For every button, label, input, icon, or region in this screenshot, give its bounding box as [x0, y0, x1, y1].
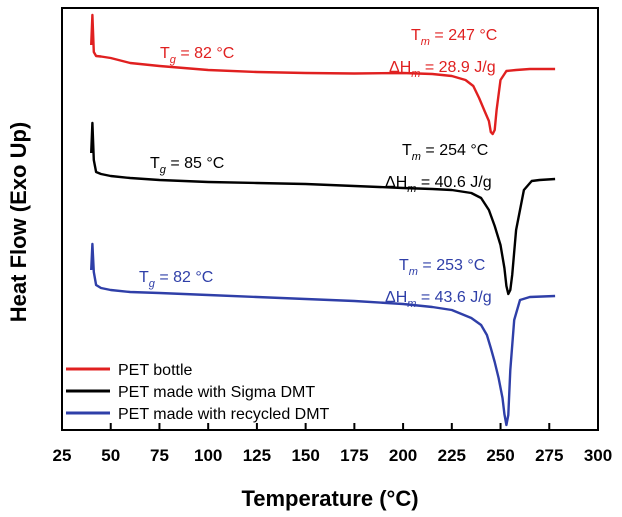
dh-annotation-2: ΔHm = 40.6 J/g — [385, 174, 492, 195]
x-tick-label: 75 — [150, 446, 169, 465]
legend-label-2: PET made with Sigma DMT — [118, 384, 315, 401]
tm-annotation-1: Tm = 247 °C — [411, 27, 497, 48]
tm-annotation-3: Tm = 253 °C — [399, 257, 485, 278]
x-tick-label: 200 — [389, 446, 417, 465]
legend-label-3: PET made with recycled DMT — [118, 406, 330, 423]
x-tick-label: 300 — [584, 446, 612, 465]
x-tick-label: 25 — [53, 446, 72, 465]
x-axis-title: Temperature (°C) — [241, 486, 418, 511]
tg-annotation-3: Tg = 82 °C — [139, 269, 213, 290]
tg-annotation-2: Tg = 85 °C — [150, 155, 224, 176]
series-layer — [90, 13, 556, 427]
x-tick-label: 250 — [486, 446, 514, 465]
plot-frame — [61, 7, 599, 431]
tg-annotation-1: Tg = 82 °C — [160, 45, 234, 66]
legend-label-1: PET bottle — [118, 362, 193, 379]
series-line-3 — [90, 242, 556, 427]
legend: PET bottle PET made with Sigma DMT PET mad… — [66, 362, 330, 423]
x-tick-label: 150 — [291, 446, 319, 465]
plot-area-border — [61, 7, 599, 431]
x-tick-label: 175 — [340, 446, 368, 465]
dh-annotation-1: ΔHm = 28.9 J/g — [389, 59, 496, 80]
y-axis-title: Heat Flow (Exo Up) — [6, 122, 31, 322]
x-axis-tick-labels: 25 50 75 100 125 150 175 200 225 250 275 300 — [53, 446, 613, 465]
annotations: Tg = 82 °C Tm = 247 °C ΔHm = 28.9 J/g Tg = … — [139, 27, 497, 310]
series-line-1 — [90, 13, 556, 136]
x-tick-label: 100 — [194, 446, 222, 465]
x-tick-label: 125 — [243, 446, 271, 465]
x-tick-label: 50 — [101, 446, 120, 465]
series-line-2 — [90, 121, 556, 296]
x-tick-label: 225 — [438, 446, 466, 465]
dh-annotation-3: ΔHm = 43.6 J/g — [385, 289, 492, 310]
x-axis-ticks — [61, 423, 599, 430]
x-tick-label: 275 — [535, 446, 563, 465]
tm-annotation-2: Tm = 254 °C — [402, 142, 488, 163]
